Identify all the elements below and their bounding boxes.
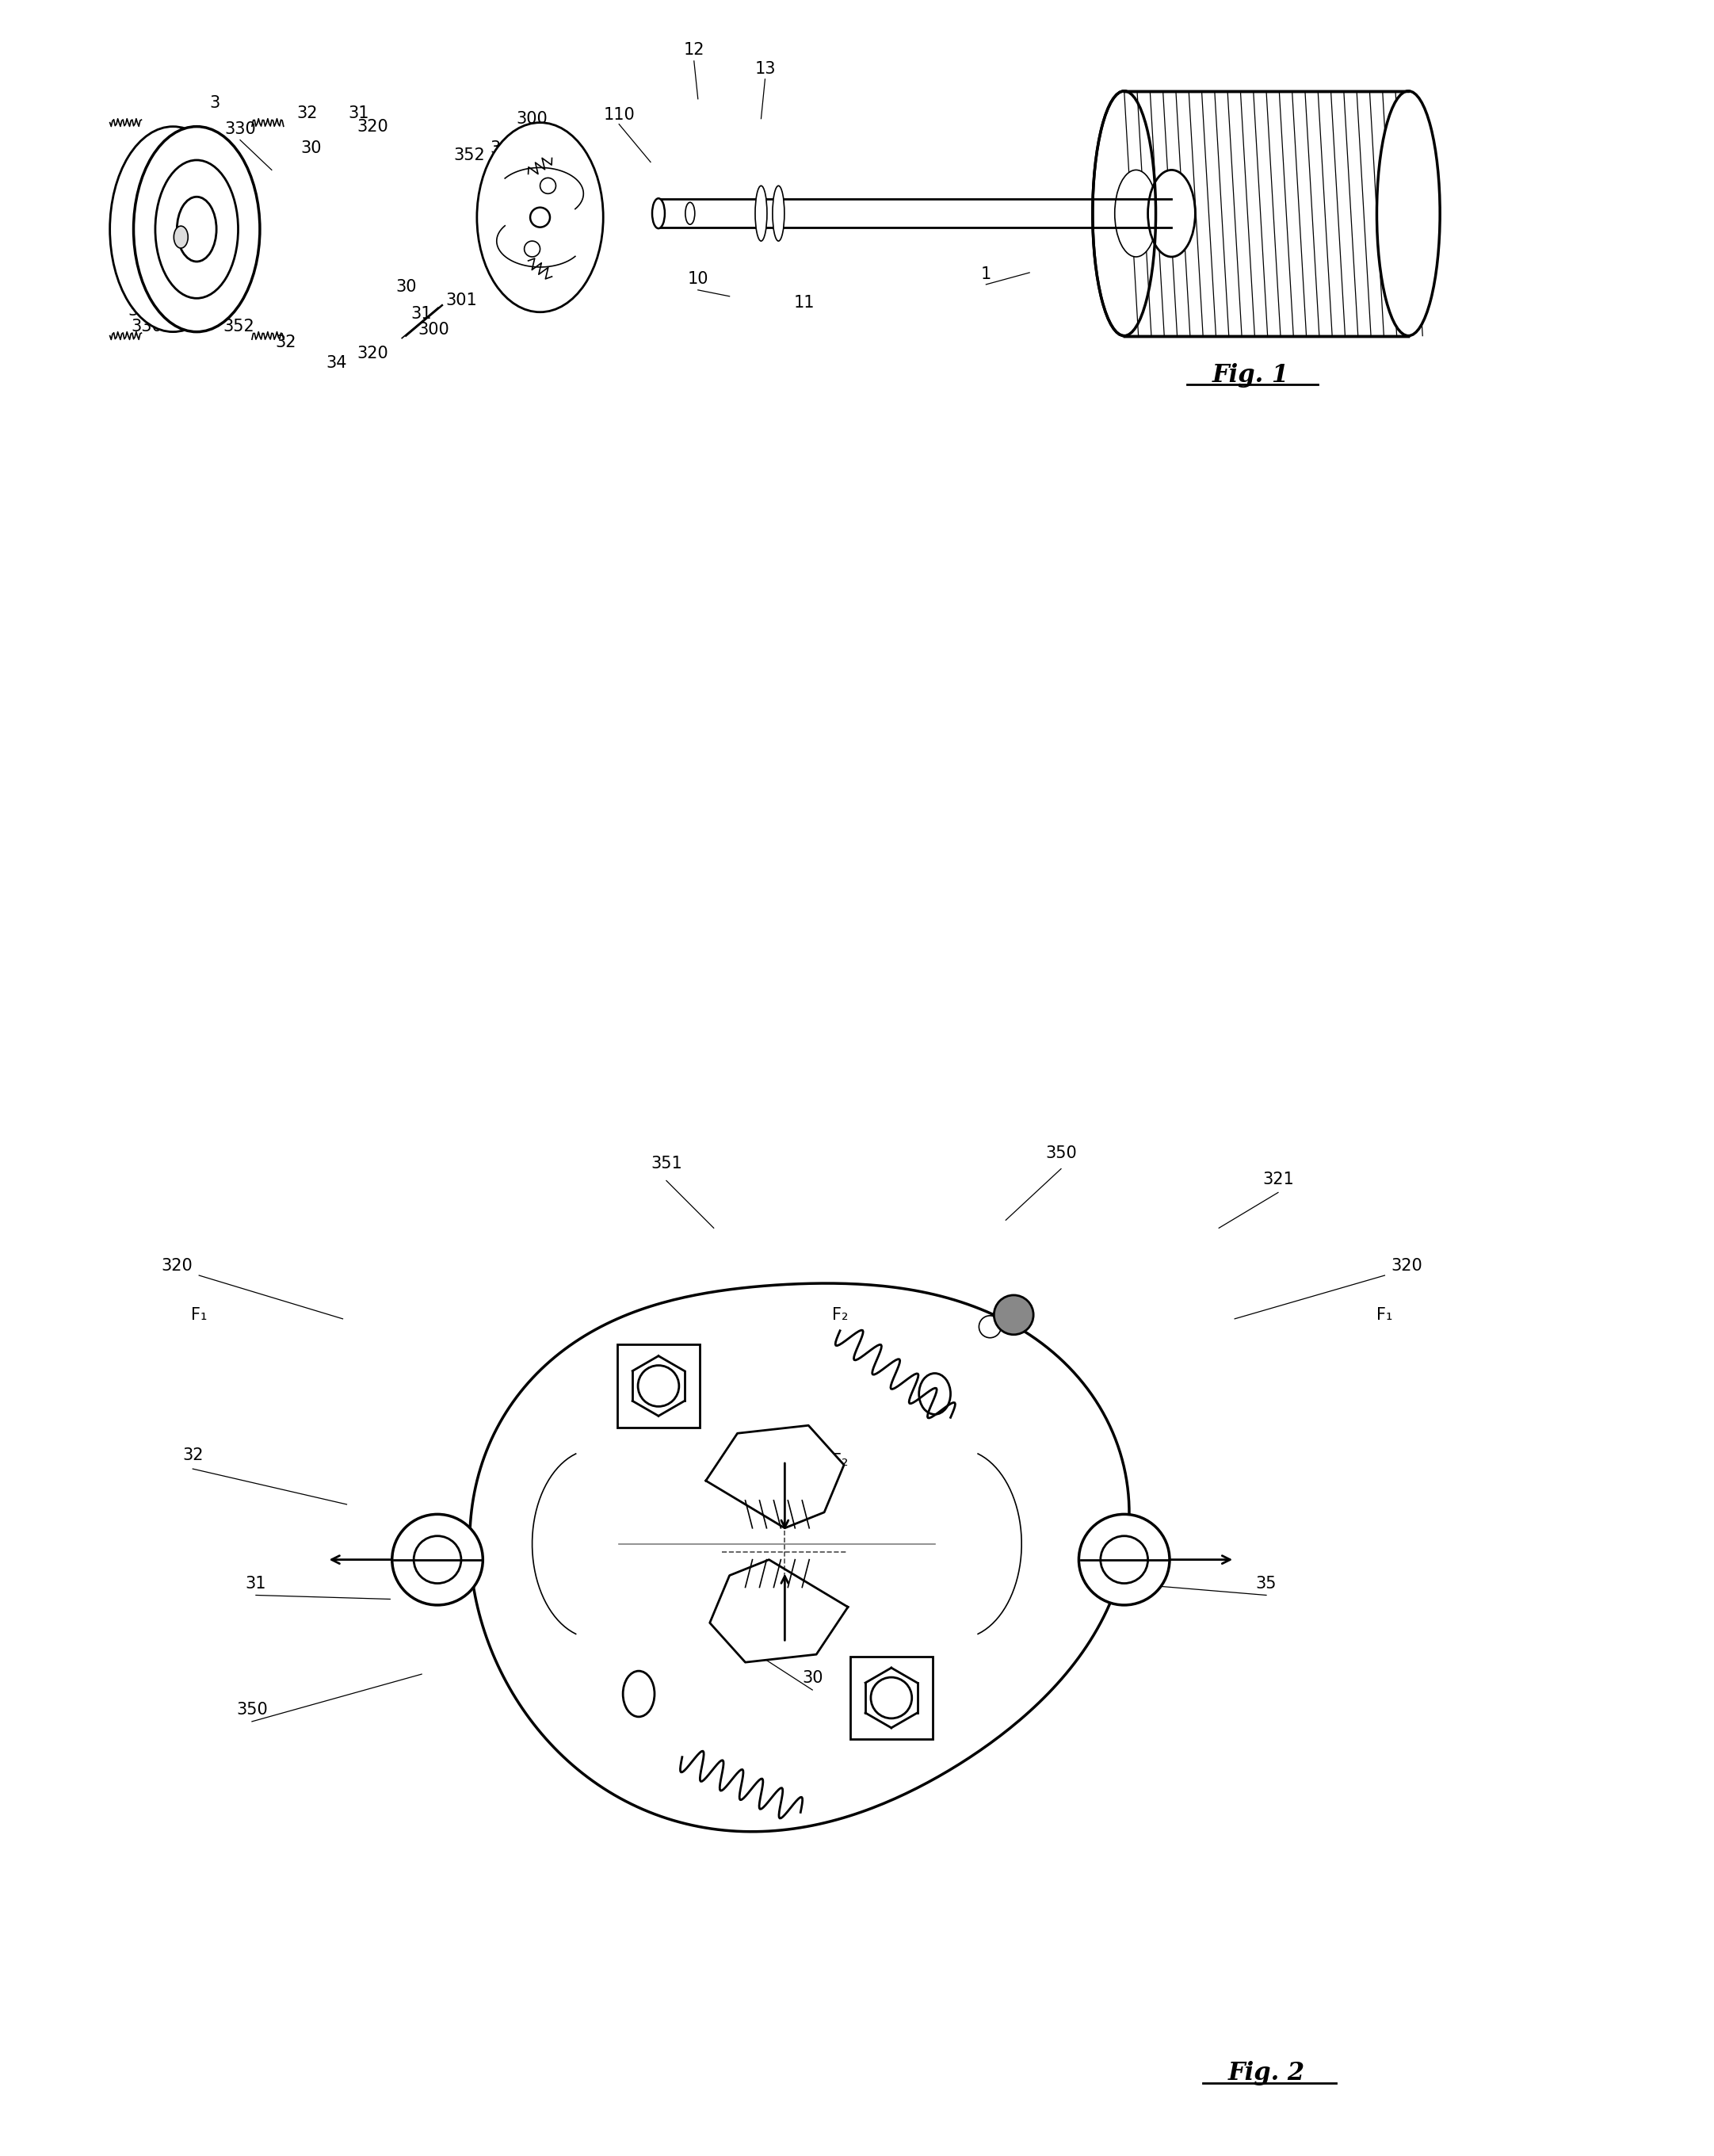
Text: 330: 330: [225, 121, 255, 136]
Ellipse shape: [476, 123, 603, 313]
Text: 3: 3: [209, 95, 219, 110]
Text: 340: 340: [132, 164, 163, 179]
Text: 351: 351: [651, 1156, 682, 1171]
Text: 352: 352: [452, 149, 485, 164]
Ellipse shape: [173, 226, 189, 248]
Ellipse shape: [393, 1514, 483, 1604]
Text: 300: 300: [418, 321, 449, 336]
Ellipse shape: [651, 198, 665, 229]
Ellipse shape: [638, 1365, 679, 1406]
Ellipse shape: [110, 127, 237, 332]
Text: 300: 300: [516, 110, 548, 127]
Ellipse shape: [756, 185, 766, 241]
FancyBboxPatch shape: [1124, 91, 1409, 336]
Ellipse shape: [994, 1296, 1034, 1335]
Ellipse shape: [919, 1373, 951, 1414]
Ellipse shape: [871, 1677, 912, 1718]
Polygon shape: [710, 1559, 848, 1662]
Text: 35: 35: [1256, 1576, 1277, 1591]
Text: 12: 12: [684, 41, 704, 58]
Text: 320: 320: [1392, 1257, 1423, 1274]
Text: 331: 331: [129, 302, 159, 319]
Text: 10: 10: [687, 272, 708, 287]
Ellipse shape: [134, 127, 261, 332]
Text: 321: 321: [1263, 1171, 1294, 1188]
Text: 301: 301: [446, 293, 476, 308]
Ellipse shape: [524, 241, 540, 257]
Ellipse shape: [686, 203, 694, 224]
Text: 332: 332: [204, 151, 237, 166]
Text: 320: 320: [357, 345, 389, 360]
Text: 30: 30: [396, 278, 417, 295]
Text: 352: 352: [223, 319, 254, 334]
Text: 350: 350: [1046, 1145, 1076, 1160]
Text: X: X: [129, 261, 139, 276]
Text: 32: 32: [182, 1447, 204, 1464]
FancyBboxPatch shape: [850, 1656, 932, 1740]
Ellipse shape: [177, 196, 216, 261]
Ellipse shape: [413, 1535, 461, 1583]
Ellipse shape: [540, 177, 555, 194]
Text: F₂: F₂: [831, 1453, 848, 1468]
Text: Fig. 1: Fig. 1: [1212, 362, 1289, 388]
Ellipse shape: [1148, 170, 1195, 257]
FancyBboxPatch shape: [617, 1345, 699, 1427]
Text: 34: 34: [326, 356, 346, 371]
Ellipse shape: [622, 1671, 655, 1716]
Ellipse shape: [530, 207, 550, 226]
Polygon shape: [706, 1425, 843, 1529]
Text: 330: 330: [132, 319, 163, 334]
Text: 31: 31: [348, 106, 369, 121]
Text: 31: 31: [245, 1576, 266, 1591]
Text: 31: 31: [411, 306, 432, 321]
Text: 32: 32: [297, 106, 317, 121]
Text: F₁: F₁: [1376, 1307, 1393, 1324]
Ellipse shape: [1092, 91, 1155, 336]
Ellipse shape: [1100, 1535, 1148, 1583]
Text: 11: 11: [794, 295, 814, 310]
Ellipse shape: [1376, 91, 1440, 336]
Text: 13: 13: [754, 60, 775, 78]
Ellipse shape: [773, 185, 785, 241]
Text: F₂: F₂: [831, 1307, 848, 1324]
Text: 33: 33: [170, 134, 192, 151]
Text: F₁: F₁: [190, 1307, 207, 1324]
Text: 110: 110: [603, 108, 634, 123]
Text: 30: 30: [802, 1671, 823, 1686]
Text: Fig. 2: Fig. 2: [1227, 2061, 1304, 2085]
Text: 350: 350: [237, 1701, 267, 1718]
Ellipse shape: [1114, 170, 1157, 257]
Ellipse shape: [979, 1315, 1001, 1337]
Text: 32: 32: [276, 334, 297, 349]
Ellipse shape: [1078, 1514, 1169, 1604]
Text: 1: 1: [980, 267, 991, 282]
Ellipse shape: [156, 160, 238, 298]
Text: 320: 320: [357, 119, 389, 134]
Text: 30: 30: [300, 140, 322, 155]
Text: 320: 320: [161, 1257, 192, 1274]
Text: 35: 35: [490, 140, 511, 155]
